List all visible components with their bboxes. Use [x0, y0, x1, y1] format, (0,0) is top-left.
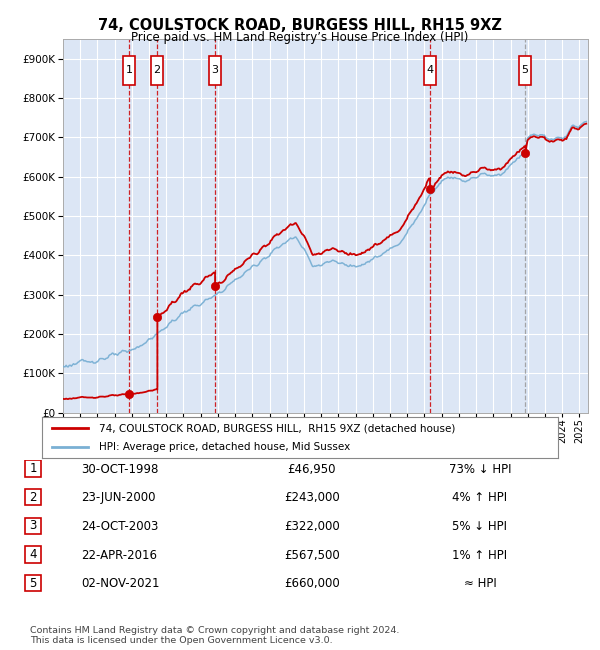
FancyBboxPatch shape — [25, 517, 41, 534]
Text: 1% ↑ HPI: 1% ↑ HPI — [452, 549, 508, 562]
Text: £46,950: £46,950 — [288, 463, 336, 476]
FancyBboxPatch shape — [25, 460, 41, 477]
Text: 74, COULSTOCK ROAD, BURGESS HILL, RH15 9XZ: 74, COULSTOCK ROAD, BURGESS HILL, RH15 9… — [98, 18, 502, 33]
Text: 4: 4 — [426, 66, 433, 75]
Text: 30-OCT-1998: 30-OCT-1998 — [81, 463, 158, 476]
Text: £660,000: £660,000 — [284, 577, 340, 590]
Text: 74, COULSTOCK ROAD, BURGESS HILL,  RH15 9XZ (detached house): 74, COULSTOCK ROAD, BURGESS HILL, RH15 9… — [99, 423, 455, 434]
Text: £567,500: £567,500 — [284, 549, 340, 562]
Text: This data is licensed under the Open Government Licence v3.0.: This data is licensed under the Open Gov… — [30, 636, 332, 645]
Text: 1: 1 — [125, 66, 133, 75]
Text: 3: 3 — [211, 66, 218, 75]
Text: 5: 5 — [29, 577, 37, 590]
Text: 02-NOV-2021: 02-NOV-2021 — [81, 577, 160, 590]
FancyBboxPatch shape — [123, 56, 135, 85]
Text: 5: 5 — [521, 66, 529, 75]
FancyBboxPatch shape — [519, 56, 531, 85]
Text: 2: 2 — [154, 66, 161, 75]
FancyBboxPatch shape — [25, 546, 41, 563]
Text: 5% ↓ HPI: 5% ↓ HPI — [452, 520, 508, 533]
Text: HPI: Average price, detached house, Mid Sussex: HPI: Average price, detached house, Mid … — [99, 442, 350, 452]
Text: 4% ↑ HPI: 4% ↑ HPI — [452, 491, 508, 504]
Text: 22-APR-2016: 22-APR-2016 — [81, 549, 157, 562]
FancyBboxPatch shape — [25, 489, 41, 506]
Text: 23-JUN-2000: 23-JUN-2000 — [81, 491, 155, 504]
FancyBboxPatch shape — [424, 56, 436, 85]
Text: 4: 4 — [29, 548, 37, 561]
Text: £243,000: £243,000 — [284, 491, 340, 504]
Text: 73% ↓ HPI: 73% ↓ HPI — [449, 463, 511, 476]
Text: £322,000: £322,000 — [284, 520, 340, 533]
FancyBboxPatch shape — [209, 56, 221, 85]
Text: 3: 3 — [29, 519, 37, 532]
FancyBboxPatch shape — [151, 56, 163, 85]
FancyBboxPatch shape — [25, 575, 41, 592]
Text: 1: 1 — [29, 462, 37, 475]
Text: Price paid vs. HM Land Registry’s House Price Index (HPI): Price paid vs. HM Land Registry’s House … — [131, 31, 469, 44]
Text: Contains HM Land Registry data © Crown copyright and database right 2024.: Contains HM Land Registry data © Crown c… — [30, 626, 400, 635]
Text: ≈ HPI: ≈ HPI — [464, 577, 496, 590]
Text: 24-OCT-2003: 24-OCT-2003 — [81, 520, 158, 533]
Text: 2: 2 — [29, 491, 37, 504]
